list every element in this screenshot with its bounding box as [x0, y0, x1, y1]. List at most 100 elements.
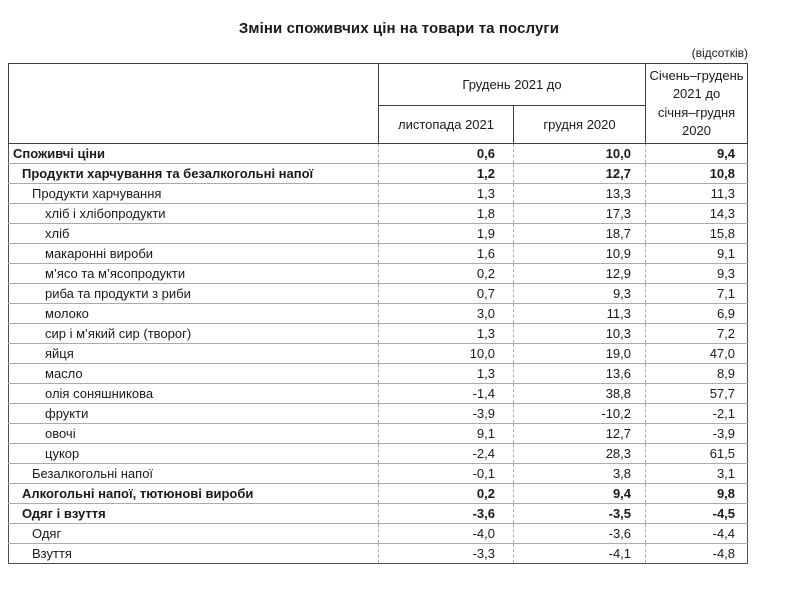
cell-dec-vs-nov: -2,4 — [378, 443, 514, 464]
cell-dec-vs-nov: 1,3 — [378, 363, 514, 384]
period-header-line: січня–грудня — [657, 104, 736, 120]
cell-dec-vs-dec: 10,3 — [512, 323, 646, 344]
table-row: хліб 1,9 18,7 15,8 — [8, 223, 748, 244]
cell-year-vs-year: 57,7 — [645, 383, 748, 404]
cell-year-vs-year: 9,1 — [645, 243, 748, 264]
cell-dec-vs-dec: -4,1 — [512, 543, 646, 564]
cell-year-vs-year: -3,9 — [645, 423, 748, 444]
cell-dec-vs-dec: 19,0 — [512, 343, 646, 364]
table-row: фрукти -3,9 -10,2 -2,1 — [8, 403, 748, 424]
cell-dec-vs-nov: 0,7 — [378, 283, 514, 304]
table-row: Безалкогольні напої -0,1 3,8 3,1 — [8, 463, 748, 484]
corner-cell — [8, 63, 379, 144]
period-header-line: 2020 — [682, 122, 711, 138]
cell-year-vs-year: 7,1 — [645, 283, 748, 304]
cell-dec-vs-dec: 12,9 — [512, 263, 646, 284]
cell-dec-vs-dec: -3,5 — [512, 503, 646, 524]
cell-dec-vs-nov: 1,6 — [378, 243, 514, 264]
row-label: цукор — [8, 443, 379, 464]
table-row: Алкогольні напої, тютюнові вироби 0,2 9,… — [8, 483, 748, 504]
page-title: Зміни споживчих цін на товари та послуги — [238, 20, 560, 37]
cell-dec-vs-dec: 13,6 — [512, 363, 646, 384]
table-row: риба та продукти з риби 0,7 9,3 7,1 — [8, 283, 748, 304]
cell-year-vs-year: 47,0 — [645, 343, 748, 364]
cell-year-vs-year: 9,4 — [645, 143, 748, 164]
cell-dec-vs-dec: 12,7 — [512, 163, 646, 184]
cell-year-vs-year: 61,5 — [645, 443, 748, 464]
table-row: макаронні вироби 1,6 10,9 9,1 — [8, 243, 748, 264]
row-label: Взуття — [8, 543, 379, 564]
table-row: Одяг і взуття -3,6 -3,5 -4,5 — [8, 503, 748, 524]
row-label: макаронні вироби — [8, 243, 379, 264]
table-row: сир і м’який сир (творог) 1,3 10,3 7,2 — [8, 323, 748, 344]
table-row: яйця 10,0 19,0 47,0 — [8, 343, 748, 364]
table-row: хліб і хлібопродукти 1,8 17,3 14,3 — [8, 203, 748, 224]
table-row: м’ясо та м’ясопродукти 0,2 12,9 9,3 — [8, 263, 748, 284]
cell-dec-vs-dec: 18,7 — [512, 223, 646, 244]
cell-year-vs-year: -4,5 — [645, 503, 748, 524]
cell-dec-vs-nov: 0,2 — [378, 263, 514, 284]
row-label: молоко — [8, 303, 379, 324]
cell-dec-vs-dec: 38,8 — [512, 383, 646, 404]
col-header-nov-2021: листопада 2021 — [378, 105, 514, 144]
unit-note: (відсотків) — [691, 46, 748, 60]
table-row: олія соняшникова -1,4 38,8 57,7 — [8, 383, 748, 404]
cell-dec-vs-nov: 0,6 — [378, 143, 514, 164]
cell-dec-vs-dec: 13,3 — [512, 183, 646, 204]
row-label: яйця — [8, 343, 379, 364]
table-row: Продукти харчування та безалкогольні нап… — [8, 163, 748, 184]
table-row: овочі 9,1 12,7 -3,9 — [8, 423, 748, 444]
row-label: Алкогольні напої, тютюнові вироби — [8, 483, 379, 504]
cell-year-vs-year: 10,8 — [645, 163, 748, 184]
cell-dec-vs-dec: -10,2 — [512, 403, 646, 424]
cell-year-vs-year: -4,8 — [645, 543, 748, 564]
cell-dec-vs-nov: -3,3 — [378, 543, 514, 564]
period-header-line: 2021 до — [672, 86, 721, 102]
row-label: Одяг і взуття — [8, 503, 379, 524]
cell-dec-vs-nov: -0,1 — [378, 463, 514, 484]
cell-dec-vs-dec: 10,9 — [512, 243, 646, 264]
table-row: Продукти харчування 1,3 13,3 11,3 — [8, 183, 748, 204]
cell-dec-vs-dec: 9,4 — [512, 483, 646, 504]
row-label: Продукти харчування та безалкогольні нап… — [8, 163, 379, 184]
row-label: фрукти — [8, 403, 379, 424]
group-header: Грудень 2021 до — [377, 63, 647, 106]
table-row: цукор -2,4 28,3 61,5 — [8, 443, 748, 464]
cell-year-vs-year: 3,1 — [645, 463, 748, 484]
table-row: Одяг -4,0 -3,6 -4,4 — [8, 523, 748, 544]
table-row: Споживчі ціни 0,6 10,0 9,4 — [8, 143, 748, 164]
period-header: Січень–грудень 2021 до січня–грудня 2020 — [645, 63, 749, 144]
cell-dec-vs-nov: 10,0 — [378, 343, 514, 364]
row-label: Безалкогольні напої — [8, 463, 379, 484]
cell-dec-vs-nov: 1,8 — [378, 203, 514, 224]
cell-year-vs-year: 7,2 — [645, 323, 748, 344]
col-header-dec-2020: грудня 2020 — [512, 105, 647, 144]
cell-dec-vs-nov: -4,0 — [378, 523, 514, 544]
period-header-line: Січень–грудень — [649, 68, 744, 84]
cell-dec-vs-nov: 3,0 — [378, 303, 514, 324]
cell-dec-vs-dec: -3,6 — [512, 523, 646, 544]
cell-year-vs-year: 11,3 — [645, 183, 748, 204]
row-label: Споживчі ціни — [8, 143, 379, 164]
cell-dec-vs-nov: -1,4 — [378, 383, 514, 404]
cell-dec-vs-nov: 9,1 — [378, 423, 514, 444]
row-label: сир і м’який сир (творог) — [8, 323, 379, 344]
cell-year-vs-year: 6,9 — [645, 303, 748, 324]
table-row: масло 1,3 13,6 8,9 — [8, 363, 748, 384]
cell-dec-vs-dec: 9,3 — [512, 283, 646, 304]
row-label: овочі — [8, 423, 379, 444]
cell-dec-vs-nov: 1,3 — [378, 323, 514, 344]
cell-dec-vs-nov: 1,3 — [378, 183, 514, 204]
cell-dec-vs-nov: 0,2 — [378, 483, 514, 504]
price-table: Грудень 2021 до Січень–грудень 2021 до с… — [8, 63, 749, 564]
cell-year-vs-year: -2,1 — [645, 403, 748, 424]
cell-year-vs-year: 9,3 — [645, 263, 748, 284]
row-label: Одяг — [8, 523, 379, 544]
row-label: олія соняшникова — [8, 383, 379, 404]
row-label: риба та продукти з риби — [8, 283, 379, 304]
cell-year-vs-year: 9,8 — [645, 483, 748, 504]
row-label: хліб — [8, 223, 379, 244]
row-label: Продукти харчування — [8, 183, 379, 204]
cell-dec-vs-dec: 28,3 — [512, 443, 646, 464]
cell-dec-vs-dec: 11,3 — [512, 303, 646, 324]
